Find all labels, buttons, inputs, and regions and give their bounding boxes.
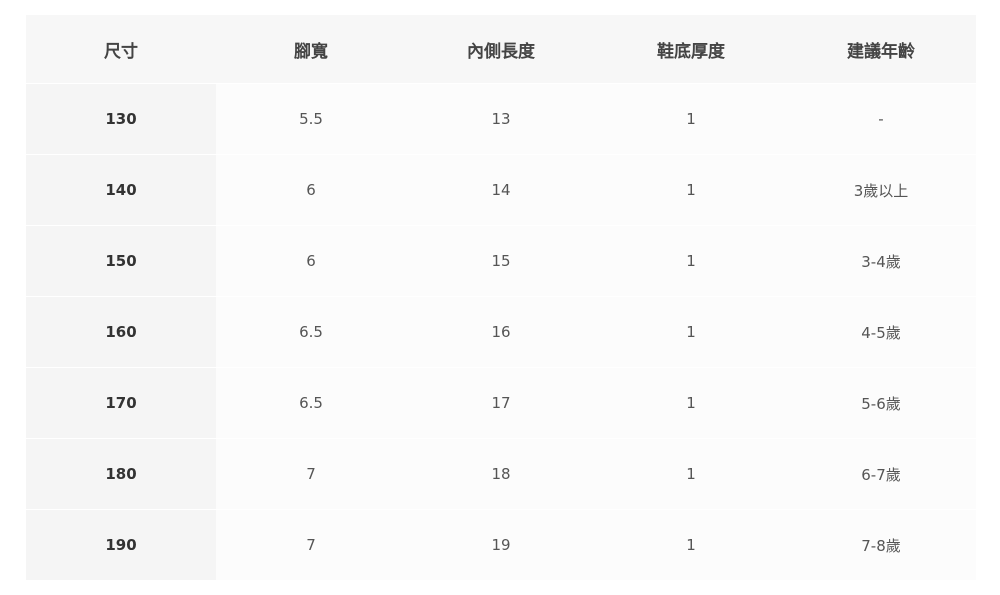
size-cell: 150 [26, 225, 216, 297]
table-cell: 7 [216, 438, 406, 510]
column-header: 建議年齡 [786, 15, 976, 84]
table-cell: 4-5歲 [786, 296, 976, 368]
table-cell: 1 [596, 509, 786, 580]
column-header: 尺寸 [26, 15, 216, 84]
table-row: 130 5.5 13 1- [26, 83, 976, 155]
table-cell: 5-6歲 [786, 367, 976, 439]
table-cell: 19 [406, 509, 596, 580]
table-cell: 6 [216, 154, 406, 226]
table-row: 170 6.5 17 1 5-6歲 [26, 367, 976, 439]
table-row: 160 6.5 16 1 4-5歲 [26, 296, 976, 368]
size-cell: 170 [26, 367, 216, 439]
table-cell: 3-4歲 [786, 225, 976, 297]
table-cell: 6-7歲 [786, 438, 976, 510]
table-cell: 6.5 [216, 296, 406, 368]
table-cell: 5.5 [216, 83, 406, 155]
table-cell: 13 [406, 83, 596, 155]
size-cell: 190 [26, 509, 216, 580]
size-cell: 140 [26, 154, 216, 226]
table-cell: 1 [596, 83, 786, 155]
table-row: 180 7 18 1 6-7歲 [26, 438, 976, 510]
table-cell: 17 [406, 367, 596, 439]
size-cell: 130 [26, 83, 216, 155]
table-cell: 1 [596, 438, 786, 510]
table-cell: - [786, 83, 976, 155]
table-cell: 16 [406, 296, 596, 368]
table-cell: 1 [596, 367, 786, 439]
table-cell: 1 [596, 296, 786, 368]
table-cell: 7-8歲 [786, 509, 976, 580]
header-row: 尺寸 腳寬 內側長度 鞋底厚度 建議年齡 [26, 15, 976, 84]
size-cell: 180 [26, 438, 216, 510]
column-header: 腳寬 [216, 15, 406, 84]
table-cell: 6.5 [216, 367, 406, 439]
table-cell: 1 [596, 225, 786, 297]
table-row: 190 7 19 1 7-8歲 [26, 509, 976, 580]
table-cell: 1 [596, 154, 786, 226]
table-cell: 7 [216, 509, 406, 580]
column-header: 鞋底厚度 [596, 15, 786, 84]
table-row: 140 6 14 1 3歲以上 [26, 154, 976, 226]
size-cell: 160 [26, 296, 216, 368]
table-cell: 15 [406, 225, 596, 297]
size-table: 尺寸 腳寬 內側長度 鞋底厚度 建議年齡 130 5.5 13 1-140 6 14 1 3歲以上 15… [26, 15, 976, 580]
table-cell: 18 [406, 438, 596, 510]
table-cell: 6 [216, 225, 406, 297]
table-cell: 14 [406, 154, 596, 226]
table-row: 150 6 15 1 3-4歲 [26, 225, 976, 297]
column-header: 內側長度 [406, 15, 596, 84]
table-cell: 3歲以上 [786, 154, 976, 226]
